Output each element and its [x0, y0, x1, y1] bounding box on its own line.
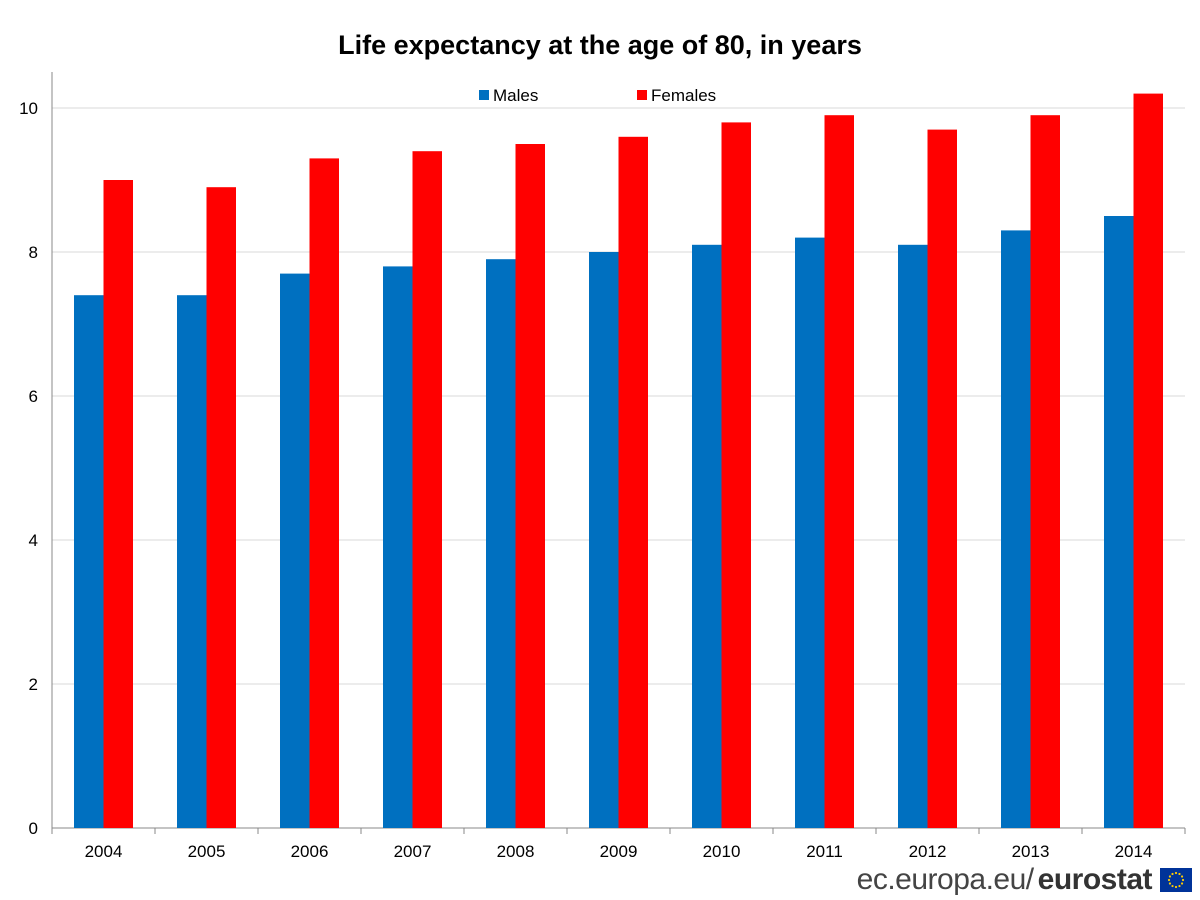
y-tick-label: 4	[29, 531, 38, 550]
bar-females-2013	[1030, 115, 1060, 828]
bar-females-2009	[618, 136, 648, 829]
x-tick-label: 2013	[1012, 842, 1050, 861]
bar-females-2011	[824, 115, 854, 828]
footer-brand: eurostat	[1037, 863, 1153, 896]
flag-star	[1180, 875, 1184, 878]
flag-star	[1171, 872, 1174, 876]
legend-label-males: Males	[493, 86, 538, 105]
x-tick-label: 2007	[394, 842, 432, 861]
x-tick-label: 2012	[909, 842, 947, 861]
x-tick-label: 2011	[806, 842, 843, 861]
y-tick-label: 0	[29, 819, 38, 838]
bars	[74, 93, 1163, 829]
flag-star	[1174, 885, 1178, 889]
y-tick-label: 6	[29, 387, 38, 406]
bar-males-2004	[74, 295, 104, 828]
flag-star	[1178, 872, 1181, 876]
flag-star	[1168, 875, 1172, 878]
y-tick-label: 8	[29, 243, 38, 262]
bar-males-2013	[1001, 230, 1031, 828]
y-tick-label: 2	[29, 675, 38, 694]
flag-star	[1181, 878, 1185, 882]
x-tick-label: 2006	[291, 842, 329, 861]
bar-males-2005	[177, 295, 207, 828]
tick-labels: 0 2 4 6 8 10 2004 2005 2006 2007 2008 2009 2010 2011 2…	[19, 99, 1152, 861]
footer-domain: ec.europa.eu/	[856, 863, 1034, 896]
bar-females-2008	[515, 144, 545, 828]
flag-star	[1180, 882, 1184, 885]
chart-title: Life expectancy at the age of 80, in yea…	[338, 30, 862, 60]
x-tick-label: 2008	[497, 842, 535, 861]
bar-females-2014	[1133, 93, 1163, 829]
bar-males-2012	[898, 244, 928, 829]
bar-females-2006	[309, 158, 339, 828]
bar-males-2011	[795, 237, 825, 829]
x-tick-label: 2005	[188, 842, 226, 861]
bar-males-2007	[383, 266, 413, 828]
flag-star	[1178, 884, 1181, 888]
footer-branding: ec.europa.eu/eurostat	[857, 862, 1192, 898]
bar-females-2012	[927, 129, 957, 829]
bar-females-2004	[103, 180, 133, 828]
legend: Males Females	[479, 86, 716, 105]
eu-flag-icon	[1160, 868, 1192, 892]
bar-females-2007	[412, 151, 442, 828]
legend-label-females: Females	[651, 86, 716, 105]
bar-males-2010	[692, 244, 722, 829]
bar-males-2009	[589, 252, 619, 828]
x-tick-label: 2014	[1115, 842, 1153, 861]
flag-star	[1168, 882, 1172, 885]
bar-males-2014	[1104, 216, 1134, 828]
bar-males-2008	[486, 259, 516, 828]
flag-star	[1167, 878, 1171, 882]
bar-females-2010	[721, 122, 751, 828]
y-tick-label: 10	[19, 99, 38, 118]
legend-swatch-males	[479, 90, 489, 100]
bar-males-2006	[280, 273, 310, 829]
bar-females-2005	[206, 187, 236, 828]
flag-star	[1171, 884, 1174, 888]
legend-swatch-females	[637, 90, 647, 100]
x-tick-label: 2010	[703, 842, 741, 861]
flag-star	[1174, 871, 1178, 875]
x-tick-label: 2009	[600, 842, 638, 861]
x-tick-label: 2004	[85, 842, 123, 861]
